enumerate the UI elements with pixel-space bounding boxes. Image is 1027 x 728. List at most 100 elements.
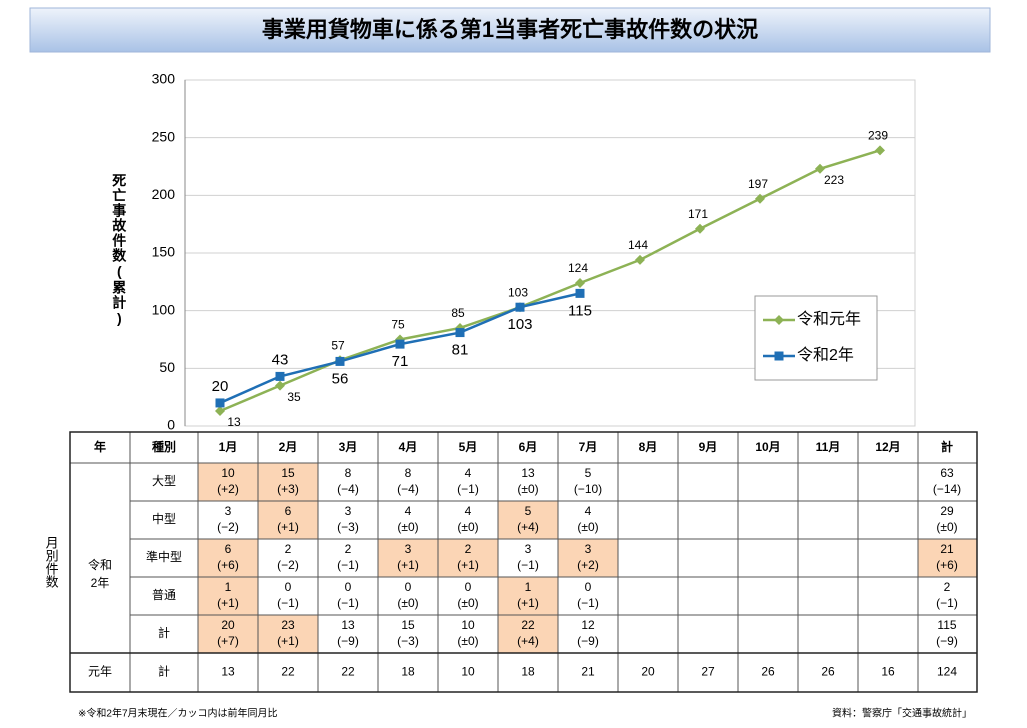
table-cell: [197, 431, 259, 464]
row-kind: 大型: [152, 474, 176, 488]
cell-count: 4: [465, 466, 472, 480]
table-header: 4月: [399, 440, 418, 454]
table-cell: [497, 500, 559, 540]
prev-count: 18: [401, 665, 415, 679]
marker: [215, 398, 225, 408]
table-cell: [857, 576, 919, 616]
cell-count: 6: [285, 504, 292, 518]
cell-diff: (−9): [337, 634, 359, 648]
table-cell: [69, 652, 131, 693]
legend-box: [754, 295, 878, 381]
table-cell: [557, 462, 619, 502]
marker: [875, 145, 885, 156]
table-header: 種別: [152, 439, 176, 454]
table-cell: [257, 614, 319, 654]
y-tick-label: 50: [159, 359, 175, 375]
cell-diff: (+2): [217, 482, 239, 496]
marker: [215, 406, 225, 417]
table-cell: [257, 538, 319, 578]
cell-diff: (+2): [577, 558, 599, 572]
prev-count: 26: [821, 665, 835, 679]
marker: [275, 371, 285, 381]
cell-diff: (+3): [277, 482, 299, 496]
marker: [575, 288, 585, 298]
cell-count: 15: [281, 466, 295, 480]
table-cell: [737, 431, 799, 464]
title: 事業用貨物車に係る第1当事者死亡事故件数の状況: [262, 17, 758, 42]
table-header: 12月: [875, 440, 900, 454]
prev-count: 26: [761, 665, 775, 679]
table-cell: [917, 538, 978, 578]
cell-count: 2: [345, 542, 352, 556]
cell-diff: (+1): [517, 596, 539, 610]
table-cell: [737, 652, 799, 693]
marker: [635, 254, 645, 265]
table-header: 10月: [755, 440, 780, 454]
table-outline: [69, 431, 978, 693]
cell-diff: (−10): [574, 482, 602, 496]
cell-diff: (−1): [337, 596, 359, 610]
group-label: 令和 2年: [88, 557, 112, 590]
table-cell: [917, 576, 978, 616]
table-cell: [737, 576, 799, 616]
cell-total: 29: [940, 504, 954, 518]
cell-total: 63: [940, 466, 954, 480]
table-cell: [317, 538, 379, 578]
table-cell: [617, 538, 679, 578]
table-cell: [257, 500, 319, 540]
cell-diff: (±0): [457, 634, 478, 648]
table-cell: [737, 462, 799, 502]
table-cell: [737, 500, 799, 540]
row-kind: 普通: [152, 588, 176, 602]
table-cell: [197, 576, 259, 616]
cell-count: 3: [525, 542, 532, 556]
cell-count: 20: [221, 618, 235, 632]
table-cell: [557, 538, 619, 578]
cell-total-diff: (±0): [936, 520, 957, 534]
cell-count: 0: [405, 580, 412, 594]
data-label: 197: [748, 177, 768, 191]
cell-count: 3: [225, 504, 232, 518]
cell-count: 0: [345, 580, 352, 594]
table-cell: [617, 462, 679, 502]
table-cell: [677, 462, 739, 502]
table-header: 1月: [219, 440, 238, 454]
cell-diff: (−2): [217, 520, 239, 534]
cell-diff: (−1): [277, 596, 299, 610]
cell-count: 12: [581, 618, 595, 632]
cell-diff: (−1): [517, 558, 539, 572]
table-cell: [857, 614, 919, 654]
cell-total: 115: [937, 618, 956, 632]
cell-count: 5: [525, 504, 532, 518]
marker: [815, 163, 825, 174]
table-header: 8月: [639, 440, 658, 454]
table-cell: [497, 538, 559, 578]
cell-count: 2: [465, 542, 472, 556]
cell-diff: (±0): [517, 482, 538, 496]
table-cell: [857, 500, 919, 540]
cell-diff: (−3): [397, 634, 419, 648]
cell-diff: (+1): [277, 520, 299, 534]
cell-count: 8: [345, 466, 352, 480]
table-cell: [857, 652, 919, 693]
legend-marker: [774, 315, 784, 325]
row-kind: 中型: [152, 511, 176, 526]
table-cell: [617, 500, 679, 540]
data-label: 103: [508, 285, 528, 299]
cell-diff: (+6): [217, 558, 239, 572]
cell-diff: (+7): [217, 634, 239, 648]
table-cell: [797, 538, 859, 578]
cell-total-diff: (+6): [936, 558, 958, 572]
cell-count: 3: [345, 504, 352, 518]
cell-diff: (+4): [517, 634, 539, 648]
cell-total-diff: (−14): [933, 482, 961, 496]
cell-diff: (+4): [517, 520, 539, 534]
cell-diff: (+1): [277, 634, 299, 648]
cell-count: 15: [401, 618, 415, 632]
marker: [275, 380, 285, 391]
table-cell: [797, 462, 859, 502]
data-label: 56: [332, 370, 349, 387]
cell-count: 4: [585, 504, 592, 518]
marker: [575, 277, 585, 288]
table-header: 9月: [699, 440, 718, 454]
